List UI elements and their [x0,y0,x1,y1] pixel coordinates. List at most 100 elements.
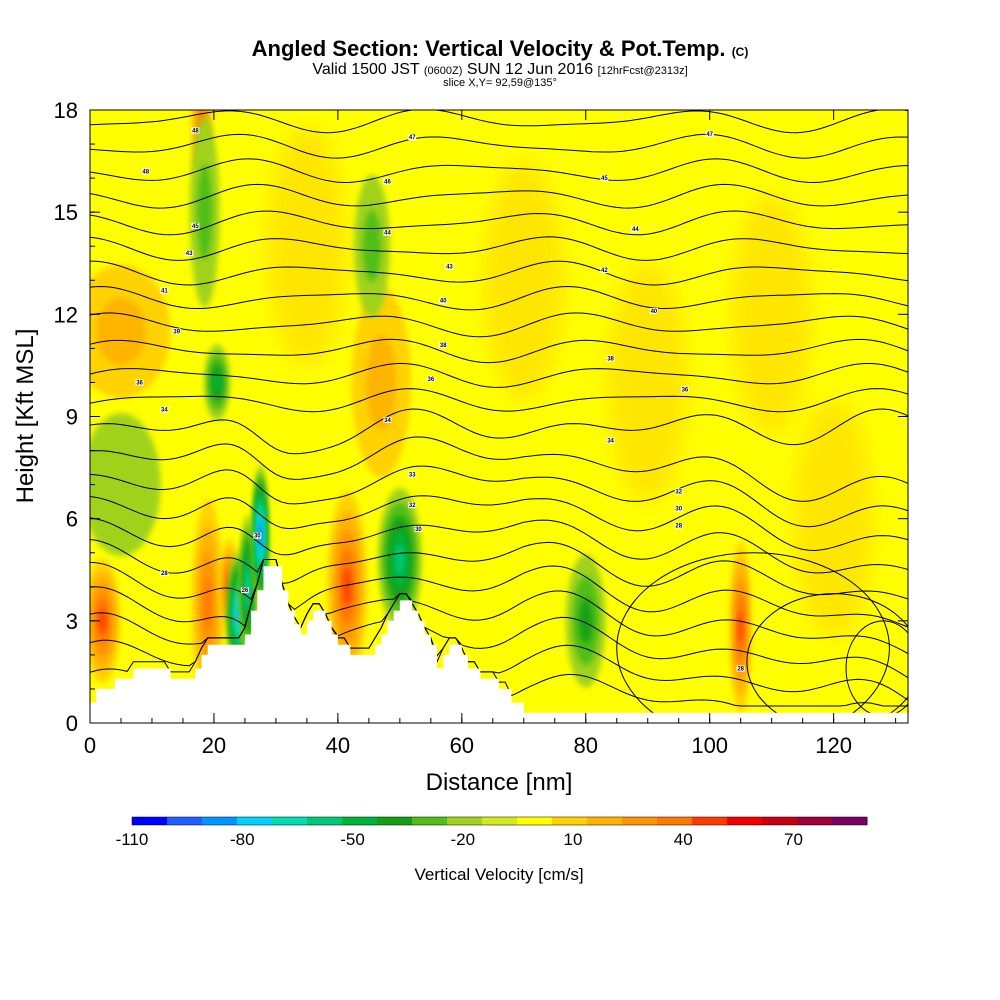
isentrope-label: 30 [414,525,423,533]
isentrope-label-bg [426,376,435,383]
isentrope-label: 28 [674,522,683,529]
isentrope-closed-contour [616,552,890,723]
colorbar-swatch [272,817,308,825]
y-tick-label: 18 [54,98,78,123]
colorbar-swatch [517,817,553,825]
isentrope-label: 28 [160,570,169,577]
colorbar-swatch [447,817,483,825]
subtitle-forecast: [12hrFcst@2313z] [597,65,688,77]
isentrope-line [90,210,908,236]
vertical-velocity-field [90,110,874,714]
isentrope-label-bg [383,178,392,185]
isentrope-line [90,312,908,338]
isentrope-label-bg [160,570,169,577]
y-tick-label: 9 [66,405,78,430]
colorbar-tick-label: 40 [674,830,693,849]
isentrope-label-text: 47 [409,135,416,141]
isentrope-label-text: 28 [675,523,682,529]
colorbar-tick-label: -50 [340,830,365,849]
y-tick-label: 3 [66,609,78,634]
colorbar-swatch [797,817,833,825]
y-tick-label: 6 [66,507,78,532]
isentrope-label-text: 36 [682,387,689,393]
colorbar-tick-label: 10 [564,830,583,849]
colorbar-swatch [377,817,413,825]
colorbar-swatch [552,817,588,825]
isentrope-label: 40 [439,297,448,305]
isentrope-line [90,559,908,654]
isentrope-label-text: 34 [161,408,168,414]
isentrope-labels: 48 47 47 48 46 45 45 44 44 43 43 42 41 40 40 39 38 38 36 36… [135,127,745,673]
isentrope-label-bg [191,127,200,134]
vv-background-patch [793,398,874,639]
isentrope-line [90,183,908,209]
isentrope-label-bg [600,267,609,274]
isentrope-line [90,260,908,286]
colorbar-swatch [622,817,658,825]
isentrope-label-text: 41 [161,288,168,294]
chart-subtitle: Valid 1500 JST (0600Z) SUN 12 Jun 2016 [… [0,61,1000,79]
vv-feature [213,372,221,392]
isentrope-label-bg [649,307,658,314]
vv-feature [197,164,213,260]
y-tick-label: 15 [54,200,78,225]
isentrope-label-text: 34 [607,438,614,444]
isentrope-label-bg [240,587,249,594]
vv-feature [366,334,397,431]
colorbar-swatch [727,817,763,825]
vv-feature [579,598,593,644]
isentrope-label-text: 30 [415,527,422,533]
isentrope-label-text: 34 [384,418,391,424]
isentrope-closed-contour [746,593,908,723]
isentrope-label: 48 [141,168,150,175]
isentrope-label-bg [408,471,417,478]
isentrope-label-bg [141,168,150,175]
colorbar-swatch [307,817,343,825]
isentrope-label-text: 47 [706,132,713,138]
isentrope-line [90,517,908,574]
colorbar-swatch [832,817,868,825]
isentrope-label-bg [185,250,194,257]
isentrope-label: 48 [191,127,200,134]
isentrope-label: 36 [680,386,689,393]
vv-background-patch [731,194,812,435]
terrain [90,566,908,723]
colorbar: -110 -80 -50 -20 10 40 70 [116,816,868,849]
isentrope-label: 32 [408,502,417,509]
isentrope-label: 44 [383,229,392,237]
isentrope-label: 45 [600,175,609,182]
isentrope-label: 43 [185,250,194,257]
slice-label: slice X,Y= 92,59@135° [443,77,557,89]
isentrope-label-text: 40 [440,299,447,305]
colorbar-tick-label: -20 [450,830,475,849]
isentrope-label-bg [445,263,454,270]
subtitle-valid: Valid 1500 JST [312,61,420,78]
isentrope-label-text: 33 [409,472,416,478]
isentrope-line [90,559,908,628]
isentrope-label-bg [631,226,640,233]
isentrope-label-text: 42 [601,268,608,274]
isentrope-label: 36 [426,376,435,383]
isentrope-label: 34 [383,416,392,424]
isentrope-label-bg [191,222,200,229]
isentrope-line [90,436,908,502]
subtitle-zulu: (0600Z) [423,65,463,77]
isentrope-label-text: 48 [142,169,149,175]
vv-feature [90,413,161,557]
isentrope-label: 39 [172,328,181,335]
vv-feature [246,574,250,599]
isentrope-label: 33 [408,471,417,478]
isentrope-label: 45 [191,222,200,230]
isentrope-line [90,133,908,159]
vv-feature [395,545,405,574]
isentrope-line [90,338,908,364]
x-tick-label: 120 [815,733,852,758]
isentrope-label-bg [680,386,689,393]
isentrope-label-bg [383,416,392,423]
terrain-shape [90,566,908,723]
y-tick-label: 0 [66,711,78,736]
isentrope-label: 30 [253,532,262,540]
colorbar-swatch [692,817,728,825]
isentrope-label: 28 [736,665,745,673]
isentrope-label-bg [253,532,262,539]
